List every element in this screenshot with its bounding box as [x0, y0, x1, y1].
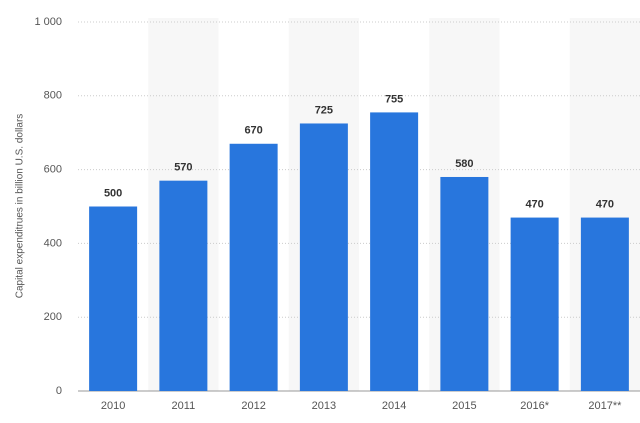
- y-tick-label: 0: [56, 385, 62, 397]
- y-axis-label: Capital expenditrues in billion U.S. dol…: [15, 114, 26, 299]
- y-tick-label: 1 000: [34, 16, 62, 28]
- value-label: 725: [315, 104, 333, 116]
- bar: [440, 176, 489, 391]
- y-tick-label: 600: [44, 164, 62, 176]
- bar: [89, 206, 138, 391]
- x-tick-label: 2010: [101, 400, 125, 412]
- bar: [510, 217, 559, 391]
- bar: [299, 123, 348, 391]
- x-tick-label: 2013: [312, 400, 336, 412]
- value-label: 470: [596, 198, 614, 210]
- bar: [580, 217, 629, 391]
- value-label: 755: [385, 93, 403, 105]
- x-tick-label: 2015: [452, 400, 476, 412]
- y-tick-label: 200: [44, 311, 62, 323]
- x-tick-label: 2017**: [588, 400, 622, 412]
- y-tick-label: 400: [44, 237, 62, 249]
- value-label: 500: [104, 187, 122, 199]
- y-tick-label: 800: [44, 90, 62, 102]
- value-label: 580: [455, 158, 473, 170]
- value-label: 670: [244, 125, 262, 137]
- bar: [229, 143, 278, 391]
- x-tick-label: 2011: [172, 400, 196, 412]
- bar: [370, 112, 419, 391]
- bar: [159, 180, 208, 391]
- value-label: 570: [174, 162, 192, 174]
- x-tick-label: 2016*: [520, 400, 549, 412]
- value-label: 470: [525, 198, 543, 210]
- x-tick-label: 2014: [382, 400, 406, 412]
- x-tick-label: 2012: [241, 400, 265, 412]
